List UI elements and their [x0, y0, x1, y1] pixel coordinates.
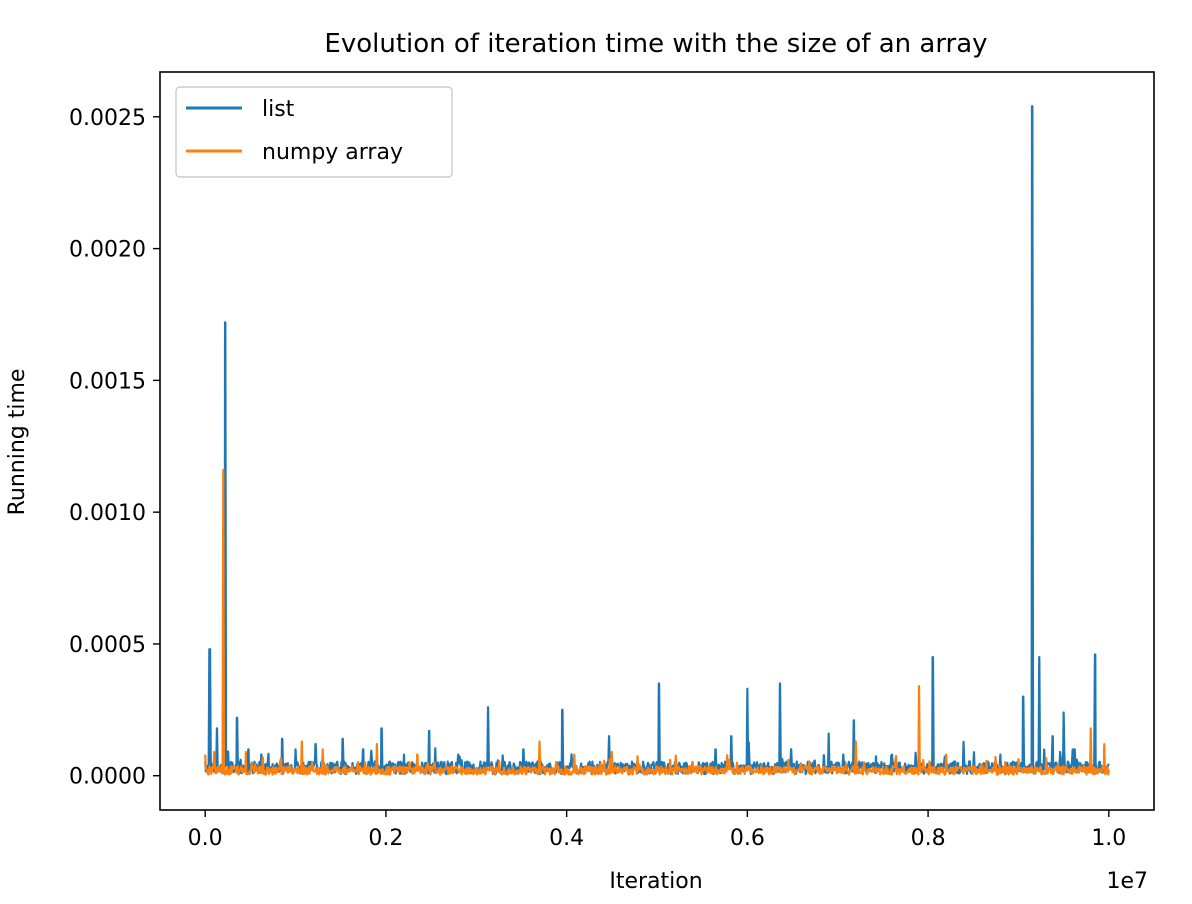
x-tick-label: 0.4: [549, 826, 584, 851]
y-tick-label: 0.0015: [69, 369, 146, 394]
chart-title: Evolution of iteration time with the siz…: [324, 29, 987, 59]
y-tick-label: 0.0000: [69, 765, 146, 790]
y-tick-label: 0.0010: [69, 501, 146, 526]
y-tick-label: 0.0005: [69, 633, 146, 658]
y-tick-label: 0.0020: [69, 238, 146, 263]
legend: list numpy array: [175, 86, 453, 178]
legend-frame: [175, 86, 453, 178]
y-axis-label: Running time: [5, 369, 30, 516]
ticks-layer: 0.0 0.2 0.4 0.6 0.8 1.0 0.0000 0.0005 0.0010 0.00…: [69, 106, 1126, 851]
series-layer: [204, 105, 1110, 776]
legend-label-list: list: [262, 97, 295, 122]
x-tick-label: 0.2: [368, 826, 403, 851]
x-tick-label: 0.6: [730, 826, 765, 851]
axes-frame: [159, 71, 1155, 811]
y-tick-label: 0.0025: [69, 106, 146, 131]
legend-label-numpy-array: numpy array: [262, 140, 403, 165]
x-tick-label: 0.0: [188, 826, 223, 851]
x-tick-label: 0.8: [911, 826, 946, 851]
series-line-numpy-array: [204, 468, 1110, 776]
x-axis-label: Iteration: [609, 869, 702, 894]
x-tick-label: 1.0: [1091, 826, 1126, 851]
x-offset-text: 1e7: [1106, 869, 1148, 894]
